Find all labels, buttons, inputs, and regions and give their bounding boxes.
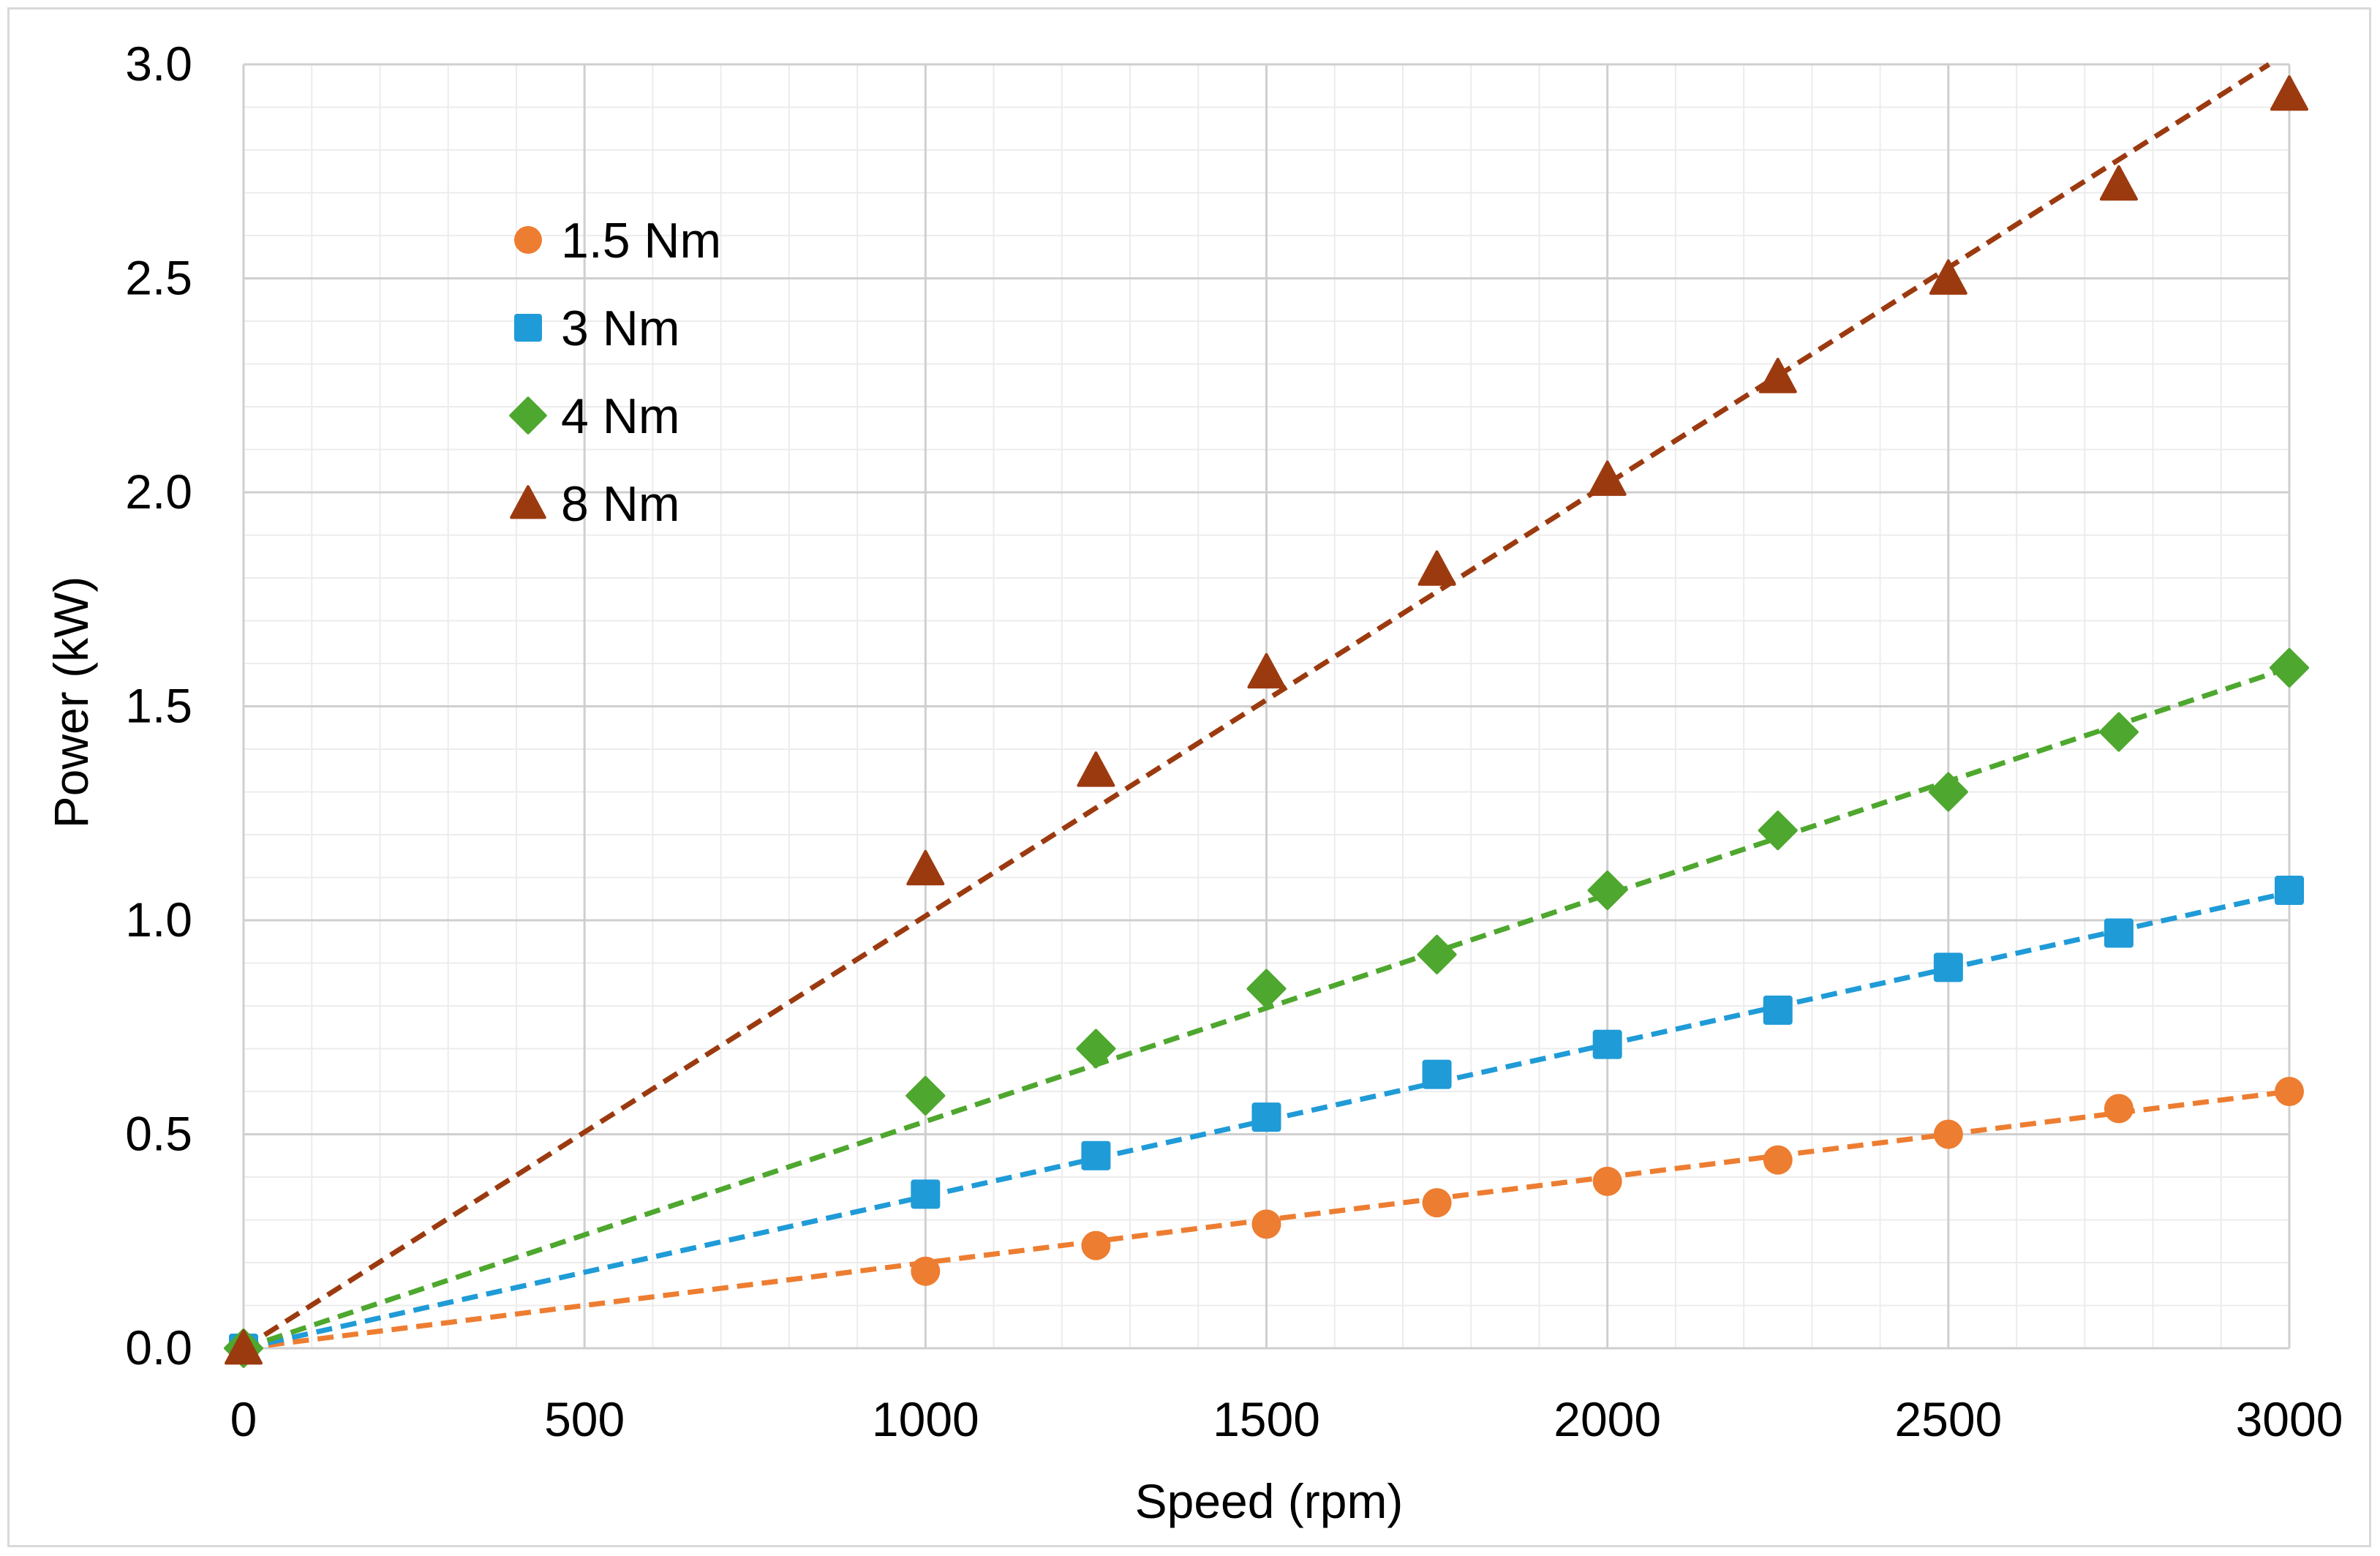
legend-marker-8-nm xyxy=(510,485,546,519)
point-8-nm xyxy=(1077,751,1115,787)
point-8-nm xyxy=(2099,165,2138,201)
point-1-5-nm xyxy=(2104,1094,2134,1124)
point-8-nm xyxy=(1588,460,1627,496)
point-4-nm xyxy=(905,1075,946,1116)
point-4-nm xyxy=(2098,712,2139,752)
point-4-nm xyxy=(1246,969,1287,1009)
point-8-nm xyxy=(1758,358,1797,394)
point-3-nm xyxy=(1251,1102,1281,1132)
point-3-nm xyxy=(2275,876,2304,906)
point-1-5-nm xyxy=(1763,1145,1793,1175)
legend-label-1-5-nm: 1.5 Nm xyxy=(561,213,721,268)
point-3-nm xyxy=(2104,918,2134,948)
point-3-nm xyxy=(1592,1029,1622,1059)
y-tick-label: 2.0 xyxy=(125,465,192,519)
point-3-nm xyxy=(1422,1059,1452,1089)
point-8-nm xyxy=(2270,75,2308,111)
legend-label-3-nm: 3 Nm xyxy=(561,301,679,356)
legend-marker-4-nm xyxy=(509,396,547,435)
point-8-nm xyxy=(1247,653,1286,689)
point-8-nm xyxy=(1929,259,1967,295)
x-tick-label: 3000 xyxy=(2236,1392,2343,1446)
x-tick-label: 1000 xyxy=(872,1392,979,1446)
legend-label-8-nm: 8 Nm xyxy=(561,476,679,532)
chart-frame xyxy=(7,7,2371,1547)
y-tick-label: 0.5 xyxy=(125,1107,192,1161)
point-4-nm xyxy=(1758,811,1798,851)
point-3-nm xyxy=(911,1179,941,1209)
point-3-nm xyxy=(1933,952,1963,982)
legend-marker-3-nm xyxy=(514,314,542,342)
data-points xyxy=(224,75,2309,1368)
point-1-5-nm xyxy=(2275,1077,2304,1106)
point-8-nm xyxy=(1417,550,1456,586)
y-tick-label: 1.5 xyxy=(125,679,192,733)
point-4-nm xyxy=(2270,647,2309,688)
x-tick-label: 2000 xyxy=(1554,1392,1661,1446)
y-tick-label: 2.5 xyxy=(125,251,192,305)
legend: 1.5 Nm 3 Nm 4 Nm 8 Nm xyxy=(509,213,721,532)
y-tick-label: 1.0 xyxy=(125,892,192,947)
x-tick-label: 2500 xyxy=(1894,1392,2002,1446)
x-tick-label: 500 xyxy=(544,1392,625,1446)
y-axis-title: Power (kW) xyxy=(44,576,98,829)
point-1-5-nm xyxy=(1933,1119,1963,1149)
point-1-5-nm xyxy=(1251,1209,1281,1239)
point-1-5-nm xyxy=(911,1256,941,1286)
point-1-5-nm xyxy=(1081,1230,1111,1260)
legend-marker-1-5-nm xyxy=(514,226,542,254)
x-tick-label: 1500 xyxy=(1213,1392,1320,1446)
point-1-5-nm xyxy=(1422,1188,1452,1218)
x-axis-ticks: 0 500 1000 1500 2000 2500 3000 xyxy=(230,1392,2343,1446)
y-tick-label: 3.0 xyxy=(125,37,192,91)
trendline-8-nm xyxy=(242,62,2271,1350)
point-3-nm xyxy=(1081,1140,1111,1170)
point-4-nm xyxy=(1587,871,1627,911)
x-axis-title: Speed (rpm) xyxy=(1135,1474,1404,1528)
point-4-nm xyxy=(1417,934,1457,974)
point-8-nm xyxy=(225,1329,263,1365)
y-axis-ticks: 0.0 0.5 1.0 1.5 2.0 2.5 3.0 xyxy=(125,37,192,1375)
point-4-nm xyxy=(1928,772,1968,812)
point-4-nm xyxy=(1076,1029,1116,1069)
x-tick-label: 0 xyxy=(230,1392,257,1446)
point-3-nm xyxy=(1763,995,1793,1025)
legend-label-4-nm: 4 Nm xyxy=(561,388,679,444)
point-8-nm xyxy=(906,849,945,886)
point-1-5-nm xyxy=(1592,1166,1622,1196)
y-tick-label: 0.0 xyxy=(125,1320,192,1375)
